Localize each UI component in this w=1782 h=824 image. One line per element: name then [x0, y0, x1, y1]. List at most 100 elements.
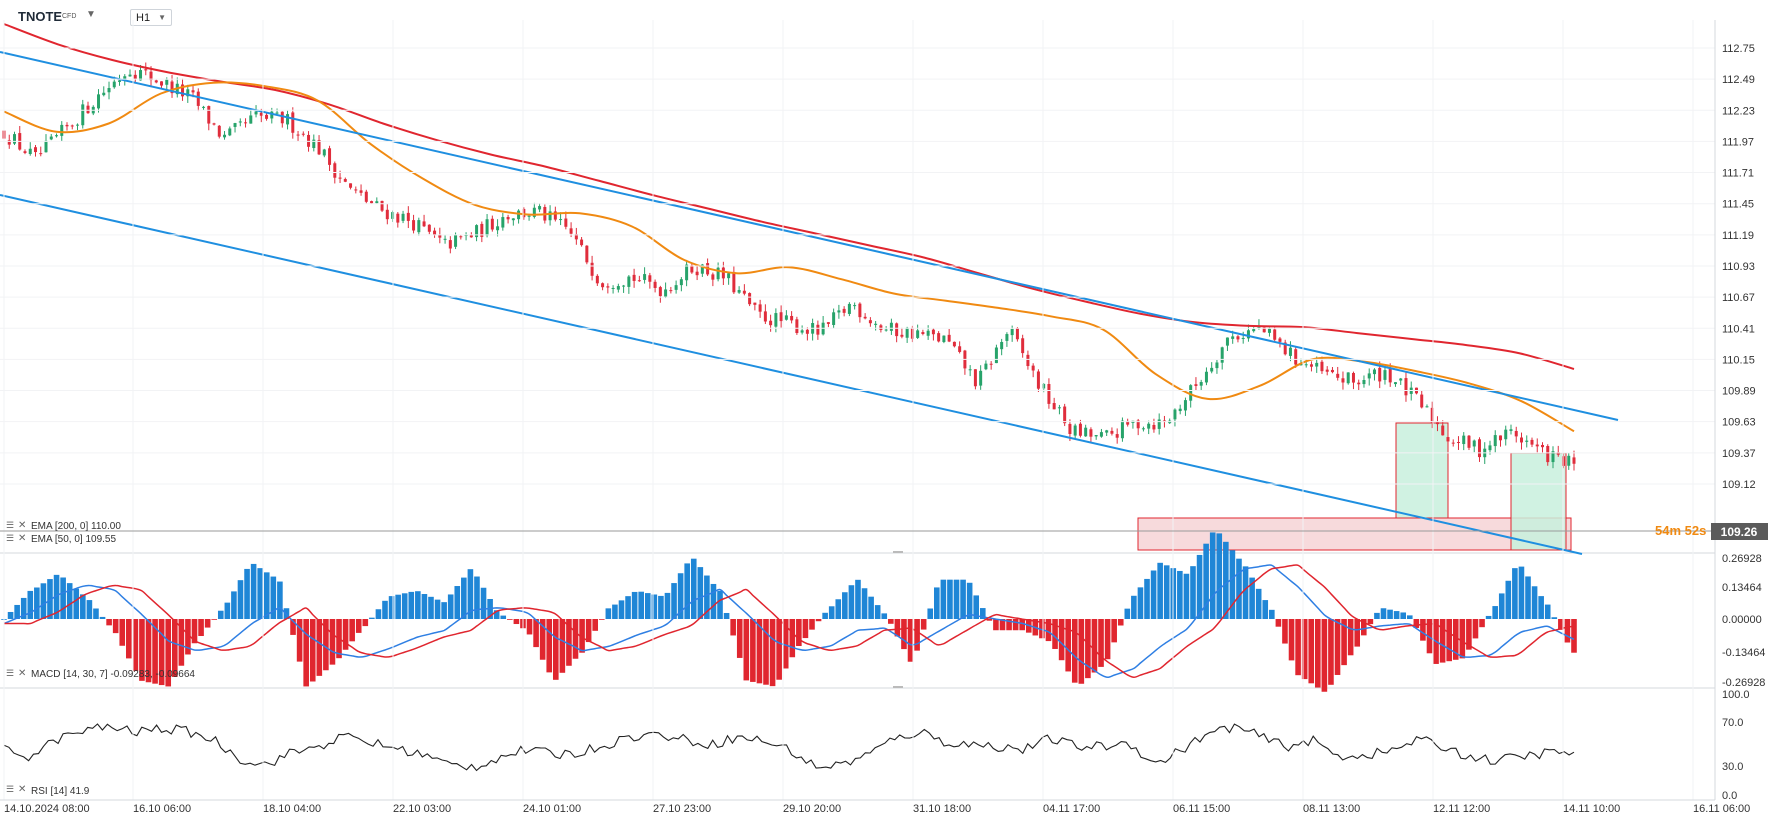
time-tick-label: 22.10 03:00 [393, 803, 451, 815]
candle [606, 283, 610, 294]
candle [459, 235, 463, 240]
channel-upper-line[interactable] [0, 51, 1619, 421]
macd-histogram-bar [211, 619, 218, 620]
candle-body [1378, 367, 1382, 382]
candle-body [643, 274, 647, 280]
macd-histogram-bar [1334, 619, 1341, 675]
candle-body [55, 135, 59, 137]
candle-body [622, 285, 626, 287]
channel-lower-line[interactable] [0, 194, 1583, 555]
macd-histogram-bar [415, 591, 421, 619]
chevron-down-icon[interactable]: ▼ [86, 9, 96, 20]
macd-histogram-bar [940, 579, 947, 619]
macd-histogram-bar [888, 619, 894, 624]
macd-histogram-bar [789, 619, 796, 658]
candle [732, 265, 736, 295]
macd-histogram-bar [500, 615, 507, 619]
ema200-legend[interactable]: ☰ ✕ EMA [200, 0] 110.00 [6, 520, 121, 532]
candle-body [926, 330, 930, 336]
rsi-legend[interactable]: ☰ ✕ RSI [14] 41.9 [6, 784, 90, 797]
macd-histogram-bar [993, 619, 999, 631]
macd-histogram-bar [658, 595, 664, 619]
rsi-tick-label: 70.0 [1722, 717, 1743, 729]
candle-body [217, 125, 221, 137]
candle [900, 327, 904, 339]
candle [65, 122, 69, 131]
list-icon[interactable]: ☰ [6, 533, 14, 543]
macd-histogram-bar [119, 619, 126, 646]
price-tick-label: 110.41 [1722, 323, 1755, 335]
candle-body [1194, 384, 1198, 386]
candle [301, 131, 305, 137]
macd-histogram-bar [1492, 606, 1498, 619]
candle-body [412, 220, 416, 231]
candle-body [270, 111, 274, 119]
macd-histogram-bar [750, 619, 756, 682]
macd-histogram-bar [1367, 619, 1374, 625]
macd-histogram-bar [960, 579, 966, 619]
timeframe-select[interactable]: H1 ▼ [130, 9, 172, 26]
candle-body [1388, 368, 1392, 383]
candle [217, 125, 221, 139]
macd-histogram-bar [447, 594, 454, 619]
close-icon[interactable]: ✕ [18, 520, 26, 531]
price-tick-label: 112.75 [1722, 43, 1755, 55]
macd-histogram-bar [20, 597, 27, 619]
macd-legend[interactable]: ☰ ✕ MACD [14, 30, 7] -0.09283, -0.09664 [6, 668, 195, 680]
macd-histogram-bar [966, 582, 973, 619]
macd-histogram-bar [1058, 619, 1065, 661]
list-icon[interactable]: ☰ [6, 784, 14, 794]
candle-body [548, 211, 552, 221]
macd-histogram-bar [585, 619, 592, 643]
candle-body [900, 334, 904, 337]
macd-histogram-bar [1137, 587, 1144, 619]
candle [317, 135, 321, 156]
ema50-legend[interactable]: ☰ ✕ EMA [50, 0] 109.55 [6, 533, 116, 545]
candle [13, 131, 17, 146]
macd-histogram-bar [907, 619, 914, 662]
candle-body [233, 123, 237, 127]
candle-body [769, 320, 773, 326]
list-icon[interactable]: ☰ [6, 520, 14, 530]
candle [784, 310, 788, 321]
list-icon[interactable]: ☰ [6, 668, 14, 678]
buy-zone-rect[interactable] [1510, 452, 1567, 551]
candle [102, 86, 106, 97]
close-icon[interactable]: ✕ [18, 784, 26, 795]
candle-body [595, 275, 599, 284]
macd-histogram-bar [303, 619, 309, 687]
candle-body [669, 290, 673, 292]
buy-zone-rect[interactable] [1395, 422, 1449, 519]
candle-body [496, 226, 500, 231]
candle-body [259, 112, 263, 116]
candle [853, 302, 857, 310]
close-icon[interactable]: ✕ [18, 668, 26, 679]
candle [1115, 428, 1119, 444]
macd-histogram-bar [158, 619, 165, 686]
close-icon[interactable]: ✕ [18, 533, 26, 544]
macd-histogram-bar [290, 619, 296, 635]
sell-zone-rect[interactable] [1137, 517, 1572, 551]
symbol-type: CFD [62, 13, 77, 20]
candle-body [1215, 362, 1219, 369]
candle-body [847, 303, 851, 314]
candle [527, 215, 531, 221]
candle [490, 215, 494, 232]
pane-resize-handle[interactable] [893, 686, 903, 688]
candle [396, 212, 400, 228]
candle-body [874, 323, 878, 325]
candle-body [44, 140, 48, 153]
candle-body [790, 315, 794, 321]
ema50-label: EMA [50, 0] 109.55 [31, 534, 116, 545]
macd-histogram-bar [579, 619, 585, 653]
macd-histogram-bar [736, 619, 743, 658]
symbol-name[interactable]: TNOTE [18, 9, 63, 24]
candle [1572, 450, 1576, 471]
candle [842, 306, 846, 317]
candle-body [826, 322, 830, 324]
candle-body [485, 219, 489, 236]
candle-body [1430, 407, 1434, 424]
pane-resize-handle[interactable] [893, 551, 903, 553]
candle-body [511, 218, 515, 221]
